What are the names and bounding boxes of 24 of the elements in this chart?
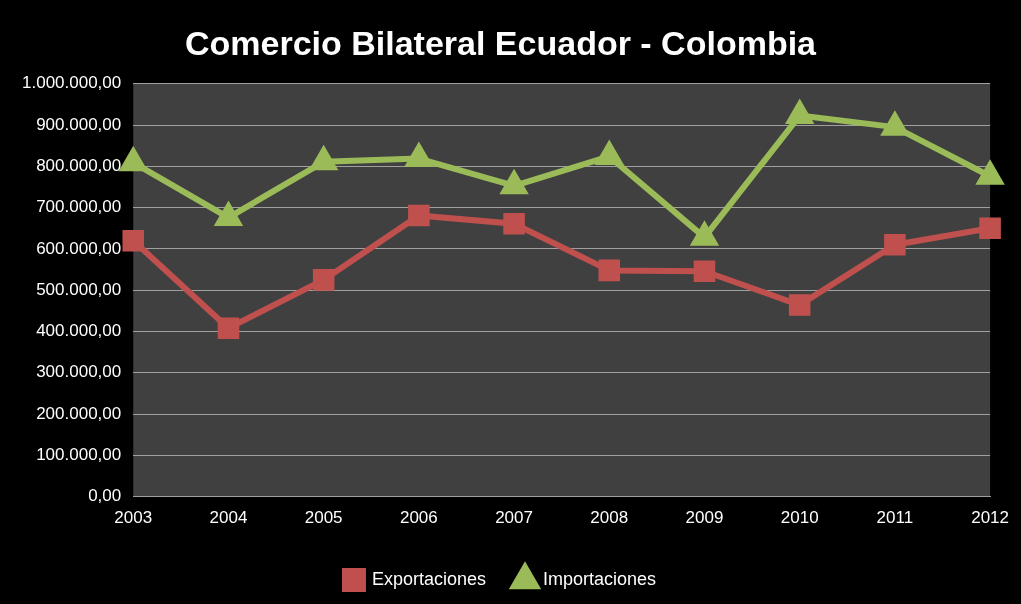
y-tick-label: 600.000,00 (36, 238, 122, 258)
x-tick-label: 2009 (685, 508, 724, 528)
y-tick-label: 300.000,00 (36, 362, 122, 382)
y-tick-label: 100.000,00 (36, 445, 122, 465)
x-tick-label: 2010 (780, 508, 819, 528)
x-tick-label: 2005 (304, 508, 343, 528)
y-tick-label: 800.000,00 (36, 156, 122, 176)
y-tick-label: 0,00 (88, 486, 122, 506)
x-tick-label: 2008 (590, 508, 629, 528)
y-tick-label: 1.000.000,00 (22, 73, 122, 93)
x-tick-label: 2011 (876, 508, 914, 528)
chart-title: Comercio Bilateral Ecuador - Colombia (184, 23, 818, 62)
x-tick-label: 2004 (209, 508, 248, 528)
y-tick-label: 200.000,00 (36, 403, 122, 423)
y-tick-label: 700.000,00 (36, 197, 122, 217)
x-tick-label: 2006 (399, 508, 438, 528)
legend-label: Exportaciones (371, 568, 487, 589)
x-tick-label: 2003 (114, 508, 153, 528)
y-tick-label: 900.000,00 (36, 114, 122, 134)
legend-label: Importaciones (543, 568, 657, 589)
y-tick-label: 400.000,00 (36, 321, 122, 341)
x-tick-label: 2007 (495, 508, 533, 528)
x-tick-label: 2012 (971, 508, 1009, 528)
y-tick-label: 500.000,00 (36, 279, 122, 299)
